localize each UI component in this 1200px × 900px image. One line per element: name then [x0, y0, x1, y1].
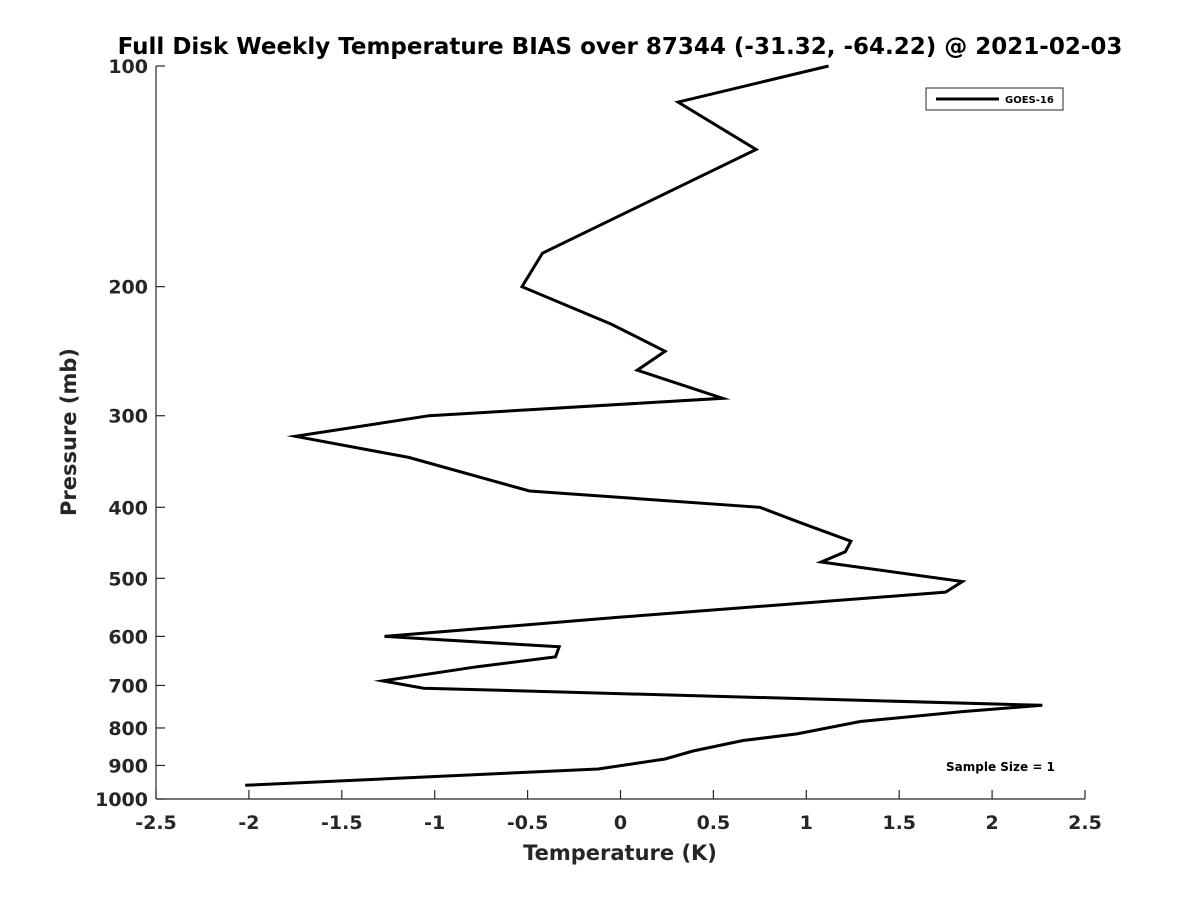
- y-tick-label: 1000: [95, 789, 148, 811]
- sample-size-annotation: Sample Size = 1: [946, 760, 1055, 774]
- x-ticks: -2.5 -2 -1.5 -1 -0.5 0 0.5 1 1.5 2 2.5: [135, 790, 1102, 834]
- x-tick-label: -1: [424, 812, 445, 834]
- x-tick-label: 1.5: [882, 812, 916, 834]
- series-line-goes-16: [245, 64, 1043, 787]
- x-axis-label: Temperature (K): [523, 841, 717, 865]
- y-tick-label: 500: [108, 568, 148, 590]
- x-tick-label: -0.5: [507, 812, 549, 834]
- y-axis-label: Pressure (mb): [57, 348, 81, 516]
- x-tick-label: -2.5: [135, 812, 177, 834]
- y-tick-label: 600: [108, 626, 148, 648]
- legend-label-goes-16: GOES-16: [1005, 95, 1054, 106]
- y-tick-label: 400: [108, 497, 148, 519]
- plot-frame: [155, 66, 1085, 800]
- legend: GOES-16: [925, 87, 1064, 111]
- y-tick-label: 100: [108, 56, 148, 78]
- y-tick-label: 300: [108, 406, 148, 428]
- y-tick-label: 900: [108, 755, 148, 777]
- x-tick-label: -1.5: [321, 812, 363, 834]
- y-tick-label: 800: [108, 718, 148, 740]
- x-tick-label: 1: [800, 812, 813, 834]
- x-tick-label: -2: [238, 812, 259, 834]
- y-tick-label: 700: [108, 675, 148, 697]
- x-tick-label: 0: [614, 812, 627, 834]
- x-tick-label: 0.5: [697, 812, 731, 834]
- chart-title: Full Disk Weekly Temperature BIAS over 8…: [118, 34, 1123, 60]
- y-ticks: 100 200 300 400 500 600 700 800 900 1000: [95, 56, 165, 811]
- series-layer: [245, 64, 1043, 787]
- y-tick-label: 200: [108, 277, 148, 299]
- x-tick-label: 2: [985, 812, 998, 834]
- x-tick-label: 2.5: [1068, 812, 1102, 834]
